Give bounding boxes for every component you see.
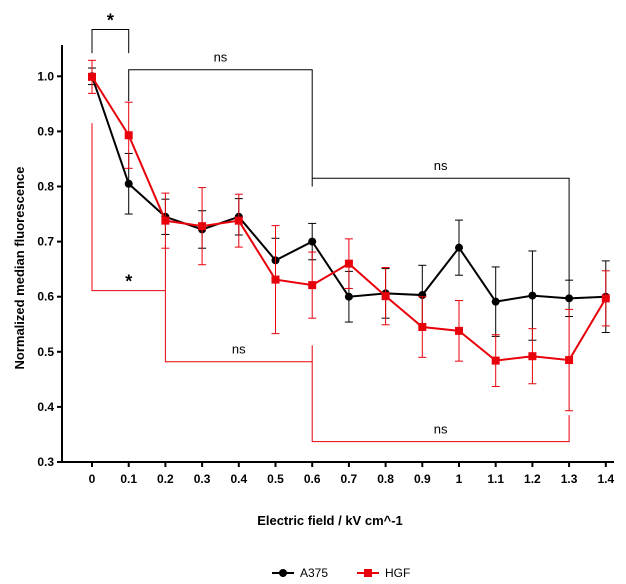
- data-point: [161, 216, 170, 225]
- data-point: [381, 292, 390, 301]
- y-tick-label: 0.8: [37, 180, 54, 194]
- x-tick-label: 0.4: [230, 472, 247, 486]
- data-point: [271, 275, 280, 284]
- y-tick-label: 0.4: [37, 400, 54, 414]
- data-point: [528, 352, 537, 361]
- significance-bracket: [128, 69, 313, 187]
- x-tick-label: 1: [456, 472, 463, 486]
- x-tick-label: 1.3: [561, 472, 578, 486]
- y-tick-label: 0.7: [37, 235, 54, 249]
- x-tick-label: 0: [89, 472, 96, 486]
- significance-label: ns: [434, 422, 448, 437]
- data-point: [308, 281, 317, 290]
- legend-marker: [279, 569, 287, 577]
- significance-bracket: [312, 177, 570, 281]
- data-point: [565, 294, 574, 303]
- data-point: [601, 294, 610, 303]
- significance-annotations: * ns ns * ns ns: [91, 10, 570, 443]
- data-point: [418, 323, 427, 332]
- series-hgf: [88, 59, 610, 412]
- y-tick-label: 1.0: [37, 69, 54, 83]
- significance-label: ns: [434, 158, 448, 173]
- legend-label: A375: [300, 566, 328, 580]
- data-point: [455, 326, 463, 335]
- x-tick-label: 1.1: [487, 472, 504, 486]
- significance-bracket: [91, 28, 130, 54]
- legend-label: HGF: [385, 566, 410, 580]
- x-tick-label: 0.2: [157, 472, 174, 486]
- data-point: [565, 356, 574, 365]
- y-tick-label: 0.3: [37, 455, 54, 469]
- data-series: [88, 59, 610, 412]
- data-point: [528, 291, 537, 300]
- data-point: [491, 297, 500, 306]
- data-point: [124, 179, 133, 188]
- axes: 0.3 0.4 0.5 0.6 0.7 0.8 0.9 1.0 0 0.1 0.2 0.3 0.4 0.5…: [37, 45, 614, 486]
- significance-label: *: [125, 272, 132, 292]
- data-point: [455, 243, 463, 252]
- significance-label: ns: [214, 50, 228, 65]
- legend-marker: [364, 569, 372, 577]
- data-point: [198, 222, 207, 231]
- y-axis-title: Normalized median fluorescence: [12, 166, 27, 369]
- significance-bracket: [91, 123, 166, 292]
- data-point: [234, 216, 243, 225]
- significance-bracket: [311, 361, 570, 443]
- x-tick-label: 0.1: [120, 472, 137, 486]
- data-point: [308, 237, 317, 246]
- x-tick-label: 1.2: [524, 472, 541, 486]
- x-tick-label: 0.9: [414, 472, 431, 486]
- x-tick-label: 0.8: [377, 472, 394, 486]
- x-tick-label: 0.6: [304, 472, 321, 486]
- data-point: [124, 131, 133, 140]
- x-tick-label: 0.7: [341, 472, 358, 486]
- significance-label: ns: [232, 342, 246, 357]
- data-point: [491, 356, 500, 365]
- x-axis-title: Electric field / kV cm^-1: [257, 513, 403, 528]
- data-point: [88, 72, 96, 81]
- series-a375: [88, 67, 610, 341]
- x-tick-label: 0.3: [194, 472, 211, 486]
- data-point: [344, 292, 353, 301]
- y-tick-label: 0.6: [37, 290, 54, 304]
- x-tick-label: 1.4: [597, 472, 614, 486]
- legend: A375 HGF: [272, 566, 410, 580]
- significance-bracket: [164, 290, 313, 363]
- x-tick-label: 0.5: [267, 472, 284, 486]
- significance-label: *: [107, 10, 114, 30]
- y-tick-label: 0.9: [37, 124, 54, 138]
- y-tick-label: 0.5: [37, 345, 54, 359]
- data-point: [344, 259, 353, 268]
